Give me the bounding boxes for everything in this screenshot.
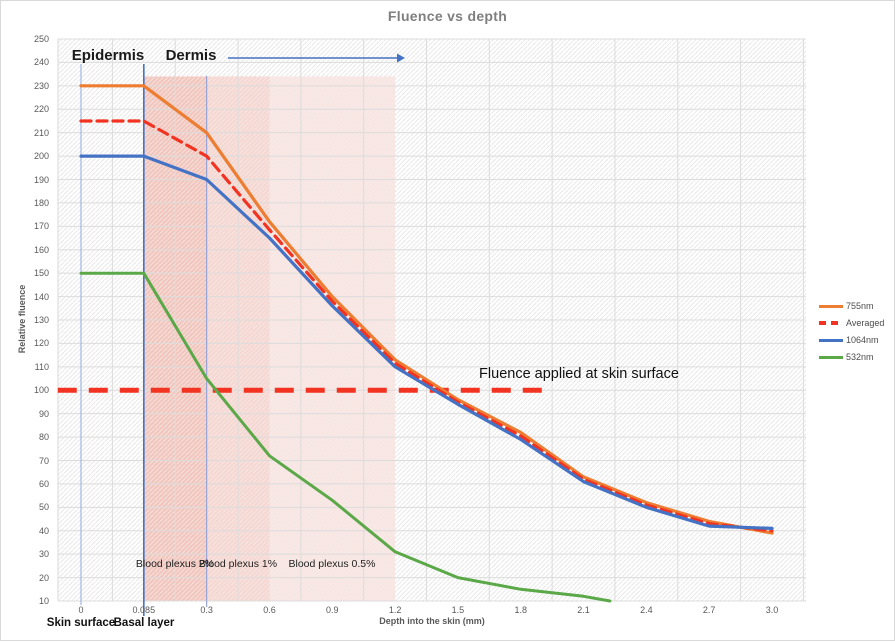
y-tick-label: 90 — [38, 408, 49, 419]
blood-plexus-2-label: Blood plexus 2% — [135, 558, 215, 570]
gridlines — [57, 38, 806, 602]
x-tick-label: 2.7 — [702, 605, 716, 615]
y-tick-label: 30 — [38, 549, 49, 560]
y-tick-label: 160 — [33, 244, 49, 255]
y-tick-label: 140 — [33, 291, 49, 302]
chart-legend: 755nm Averaged 1064nm 532nm — [819, 301, 884, 362]
y-tick-label: 120 — [33, 338, 49, 349]
y-tick-label: 240 — [33, 57, 49, 68]
y-tick-label: 180 — [33, 197, 49, 208]
blood-plexus-05-label: Blood plexus 0.5% — [288, 558, 376, 570]
y-tick-label: 80 — [38, 432, 49, 443]
y-tick-label: 70 — [38, 455, 49, 466]
y-tick-label: 210 — [33, 127, 49, 138]
legend-label-averaged: Averaged — [846, 318, 885, 328]
x-tick-label: 1.2 — [388, 605, 402, 615]
y-tick-label: 190 — [33, 174, 49, 185]
legend-label-755nm: 755nm — [846, 301, 874, 311]
y-tick-label: 230 — [33, 80, 49, 91]
x-tick-label: 0.3 — [200, 605, 213, 615]
y-tick-label: 50 — [38, 502, 49, 513]
basal-layer-label: Basal layer — [113, 617, 175, 629]
y-tick-label: 20 — [38, 572, 49, 583]
x-tick-label: 3.0 — [765, 605, 779, 615]
dermis-label: Dermis — [165, 47, 217, 64]
x-tick-label: 0.085 — [132, 605, 156, 615]
blood-plexus-1-label: Blood plexus 1% — [198, 558, 278, 570]
x-tick-label: 2.4 — [640, 605, 653, 615]
epidermis-label: Epidermis — [71, 47, 145, 64]
x-tick-label: 0.6 — [263, 605, 276, 615]
y-tick-label: 130 — [33, 315, 49, 325]
y-tick-label: 150 — [33, 268, 49, 279]
y-tick-label: 220 — [33, 104, 49, 115]
legend-item-755nm: 755nm — [819, 301, 884, 311]
series-532nm — [79, 271, 612, 603]
x-tick-label: 0.9 — [326, 605, 339, 615]
dermis-arrow-head-icon — [397, 53, 405, 63]
legend-swatch-1064nm — [819, 338, 843, 342]
y-tick-label: 200 — [33, 151, 49, 162]
y-tick-label: 60 — [38, 478, 49, 489]
y-tick-label: 110 — [34, 361, 49, 372]
series-755nm — [79, 84, 774, 535]
y-tick-label: 10 — [38, 596, 49, 606]
x-axis-title: Depth into the skin (mm) — [379, 616, 485, 626]
x-tick-label: 1.8 — [514, 605, 527, 615]
y-tick-label: 40 — [38, 525, 49, 536]
fluence-applied-label: Fluence applied at skin surface — [479, 366, 679, 382]
series-Averaged — [79, 119, 774, 533]
series-1064nm — [79, 154, 774, 531]
y-tick-label: 250 — [33, 34, 49, 44]
skin-surface-label: Skin surface — [46, 617, 116, 629]
y-axis-title: Relative fluence — [17, 284, 27, 354]
legend-item-1064nm: 1064nm — [819, 335, 884, 345]
legend-swatch-755nm — [819, 304, 843, 308]
legend-item-532nm: 532nm — [819, 352, 884, 362]
y-tick-label: 170 — [33, 221, 49, 232]
legend-label-1064nm: 1064nm — [846, 335, 879, 345]
x-tick-label: 0 — [78, 605, 84, 615]
legend-item-averaged: Averaged — [819, 318, 884, 328]
y-tick-label: 100 — [33, 385, 49, 396]
legend-label-532nm: 532nm — [846, 352, 874, 362]
legend-swatch-532nm — [819, 355, 843, 359]
chart-title: Fluence vs depth — [387, 8, 508, 24]
x-tick-label: 1.5 — [451, 605, 465, 615]
legend-swatch-averaged — [819, 321, 843, 325]
x-tick-label: 2.1 — [577, 605, 590, 615]
